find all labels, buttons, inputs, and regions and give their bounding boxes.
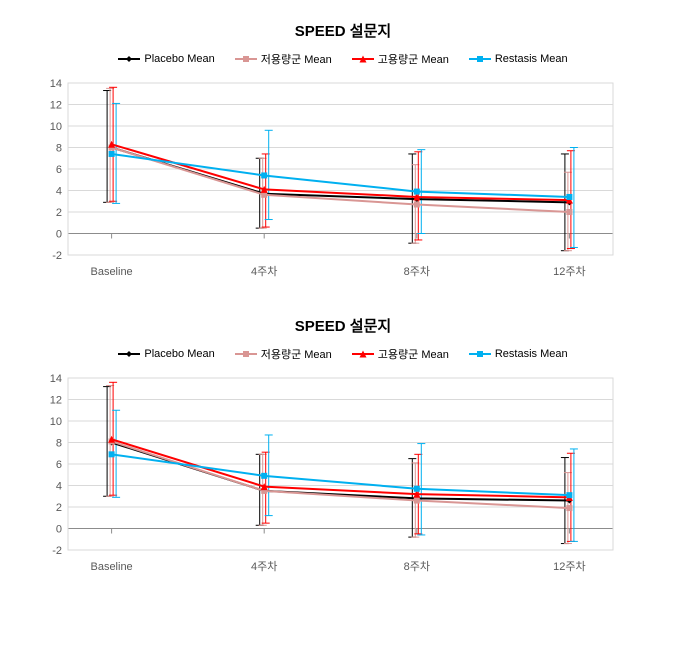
x-tick-label: 8주차: [404, 560, 430, 573]
legend-label: Restasis Mean: [495, 53, 568, 65]
x-tick-label: Baseline: [90, 266, 132, 278]
series-marker: [109, 151, 115, 157]
y-tick-label: 4: [56, 481, 62, 493]
series-marker: [414, 189, 420, 195]
chart-legend: Placebo Mean 저용량군 Mean 고용량군 Mean Restasis M…: [23, 346, 663, 362]
legend-item: 고용량군 Mean: [352, 51, 449, 67]
legend-label: Restasis Mean: [495, 348, 568, 360]
series-marker: [566, 492, 572, 498]
x-tick-label: 4주차: [251, 560, 277, 573]
y-tick-label: 2: [56, 207, 62, 219]
legend-label: 저용량군 Mean: [261, 346, 332, 362]
legend-item: Placebo Mean: [118, 346, 214, 362]
series-marker: [261, 172, 267, 178]
y-tick-label: 10: [50, 416, 62, 428]
chart-plot: -2 0 2 4 6 8 10 12 14 Baseline 4주차 8주차 12주차: [23, 75, 623, 285]
legend-item: Restasis Mean: [469, 51, 568, 67]
chart-title: SPEED 설문지: [23, 20, 663, 41]
legend-label: 고용량군 Mean: [378, 346, 449, 362]
y-tick-label: 12: [50, 395, 62, 407]
y-tick-label: 0: [56, 229, 62, 241]
series-marker: [414, 201, 420, 207]
x-tick-label: 12주차: [553, 265, 585, 278]
x-tick-label: Baseline: [90, 561, 132, 573]
legend-item: 저용량군 Mean: [235, 51, 332, 67]
series-marker: [566, 209, 572, 215]
legend-label: Placebo Mean: [144, 348, 214, 360]
y-tick-label: 0: [56, 524, 62, 536]
legend-item: Placebo Mean: [118, 51, 214, 67]
x-tick-label: 4주차: [251, 265, 277, 278]
y-tick-label: 8: [56, 143, 62, 155]
y-tick-label: 6: [56, 459, 62, 471]
y-tick-label: 14: [50, 373, 62, 385]
chart-legend: Placebo Mean 저용량군 Mean 고용량군 Mean Restasis M…: [23, 51, 663, 67]
legend-item: 저용량군 Mean: [235, 346, 332, 362]
y-tick-label: 8: [56, 438, 62, 450]
series-marker: [414, 486, 420, 492]
y-tick-label: -2: [52, 250, 62, 262]
y-tick-label: 10: [50, 121, 62, 133]
series-marker: [414, 498, 420, 504]
y-tick-label: 6: [56, 164, 62, 176]
chart-plot: -2 0 2 4 6 8 10 12 14 Baseline 4주차 8주차 12주차: [23, 370, 623, 580]
legend-label: 저용량군 Mean: [261, 51, 332, 67]
x-tick-label: 12주차: [553, 560, 585, 573]
y-tick-label: 4: [56, 186, 62, 198]
series-marker: [566, 505, 572, 511]
chart-title: SPEED 설문지: [23, 315, 663, 336]
series-marker: [566, 194, 572, 200]
legend-item: 고용량군 Mean: [352, 346, 449, 362]
legend-item: Restasis Mean: [469, 346, 568, 362]
y-tick-label: 14: [50, 78, 62, 90]
legend-label: Placebo Mean: [144, 53, 214, 65]
chart-container: SPEED 설문지 Placebo Mean 저용량군 Mean 고용량군 Mean R…: [23, 20, 663, 285]
series-marker: [261, 473, 267, 479]
chart-container: SPEED 설문지 Placebo Mean 저용량군 Mean 고용량군 Mean R…: [23, 315, 663, 580]
y-tick-label: -2: [52, 545, 62, 557]
legend-label: 고용량군 Mean: [378, 51, 449, 67]
y-tick-label: 2: [56, 502, 62, 514]
x-tick-label: 8주차: [404, 265, 430, 278]
y-tick-label: 12: [50, 100, 62, 112]
series-marker: [109, 451, 115, 457]
